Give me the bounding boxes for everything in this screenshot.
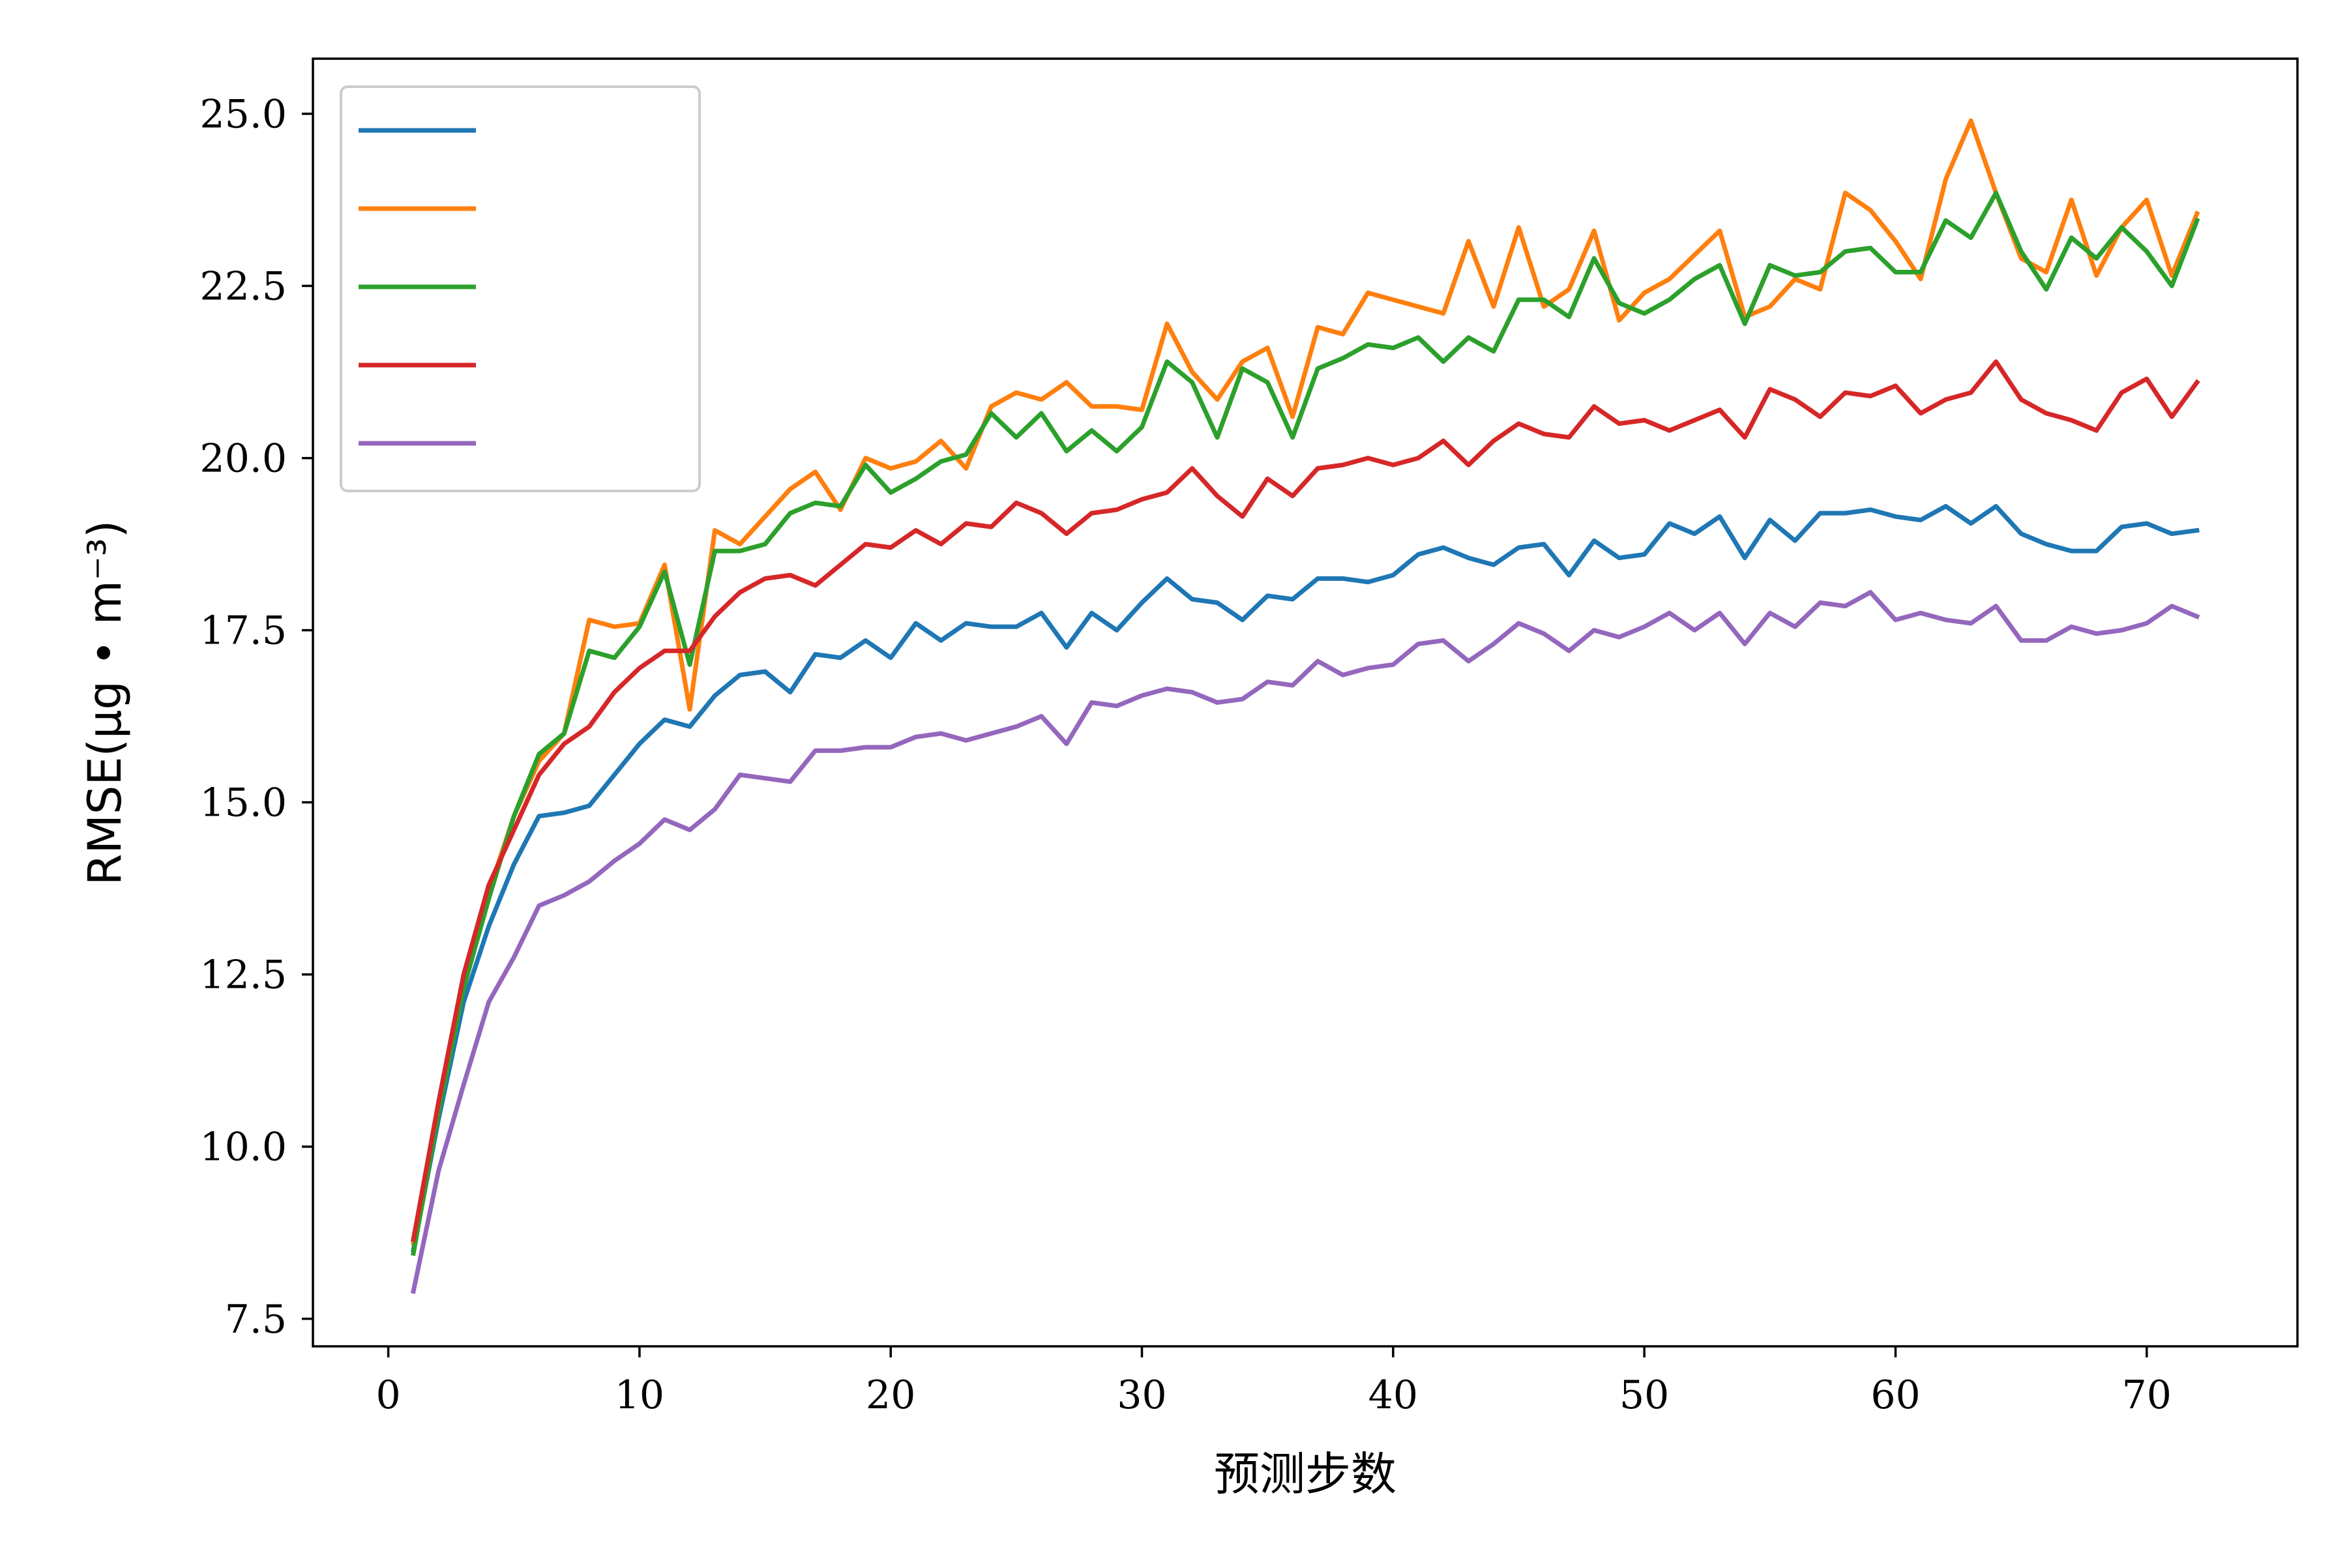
x-tick-label-5: 50 <box>1619 1372 1669 1418</box>
x-axis-label: 预测步数 <box>1214 1447 1396 1501</box>
x-tick-label-4: 40 <box>1368 1372 1418 1418</box>
y-tick-label-1: 10.0 <box>199 1125 287 1170</box>
legend-frame <box>340 85 701 492</box>
x-axis: 0 10 20 30 40 50 60 70 <box>376 1346 2172 1418</box>
y-axis: 7.5 10.0 12.5 15.0 17.5 20.0 22.5 25.0 <box>199 91 313 1342</box>
x-tick-label-2: 20 <box>866 1372 915 1418</box>
x-tick-label-7: 70 <box>2122 1372 2172 1418</box>
x-tick-label-0: 0 <box>376 1372 401 1418</box>
x-tick-label-3: 30 <box>1117 1372 1166 1418</box>
series-layer <box>410 118 2200 1294</box>
plot-frame <box>312 57 2299 1348</box>
y-tick-label-3: 15.0 <box>199 780 287 826</box>
y-tick-label-6: 22.5 <box>199 264 287 310</box>
series-line-4 <box>411 359 2200 1243</box>
y-tick-label-2: 12.5 <box>199 953 287 998</box>
legend <box>340 85 701 492</box>
y-tick-label-7: 25.0 <box>199 91 287 137</box>
y-tick-label-5: 20.0 <box>199 436 287 482</box>
series-line-3 <box>411 190 2200 1256</box>
series-line-5 <box>410 590 2200 1294</box>
x-tick-label-1: 10 <box>615 1372 664 1418</box>
y-tick-label-4: 17.5 <box>199 608 287 654</box>
series-line-1 <box>411 504 2200 1253</box>
x-tick-label-6: 60 <box>1870 1372 1920 1418</box>
y-axis-label: RMSE(μg • m⁻³) <box>78 520 132 885</box>
y-tick-label-0: 7.5 <box>225 1297 287 1342</box>
